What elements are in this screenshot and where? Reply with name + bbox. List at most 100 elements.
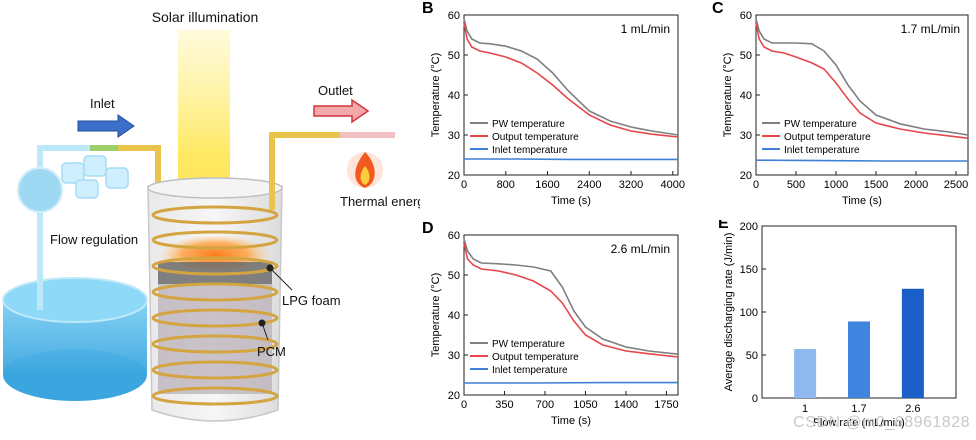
x-tick-label: 0	[753, 179, 759, 191]
y-tick-label: 40	[448, 310, 460, 322]
legend-label: Output temperature	[784, 132, 871, 143]
y-tick-label: 30	[740, 130, 752, 142]
y-axis-label: Temperature (°C)	[430, 273, 442, 357]
x-tick-label: 350	[495, 399, 513, 411]
y-axis-label: Average discharging rate (J/min)	[723, 233, 735, 392]
x-tick-label: 2.6	[905, 403, 920, 415]
x-tick-label: 2000	[904, 179, 928, 191]
x-axis-label: Time (s)	[551, 195, 591, 207]
x-tick-label: 1400	[614, 399, 638, 411]
inlet-arrow-icon	[77, 114, 135, 138]
ice-cubes-icon	[61, 155, 129, 199]
panel-letter: D	[422, 220, 434, 237]
chart-c-1-7ml: C 20 30 40 50 60 0 500 1000 1500 2000 2500 Time (s) T…	[712, 0, 969, 207]
x-tick-label: 0	[461, 179, 467, 191]
series-line-pw-temperature	[755, 18, 969, 136]
legend-label: PW temperature	[784, 119, 857, 130]
solar-illumination-label: Solar illumination	[152, 9, 259, 25]
y-tick-label: 0	[752, 393, 758, 405]
system-illustration: Solar illumination Flow regulation Inlet	[2, 9, 420, 422]
y-tick-label: 20	[740, 170, 752, 182]
inlet-label: Inlet	[90, 96, 115, 111]
flame-icon	[347, 152, 383, 188]
y-tick-label: 60	[448, 230, 460, 242]
series-line-output-temperature	[463, 22, 679, 138]
pcm-callout-dot	[258, 319, 266, 327]
y-tick-label: 20	[448, 390, 460, 402]
legend-label: PW temperature	[492, 119, 565, 130]
x-axis-label: Flow rate (mL/min)	[813, 417, 905, 429]
lpg-foam-label: LPG foam	[282, 293, 341, 308]
legend-label: PW temperature	[492, 339, 565, 350]
y-tick-label: 30	[448, 350, 460, 362]
flow-rate-annotation: 2.6 mL/min	[611, 242, 670, 256]
x-tick-label: 800	[497, 179, 515, 191]
y-axis-label: Temperature (°C)	[430, 53, 442, 137]
series-line-inlet-temperature	[755, 159, 968, 162]
x-axis-label: Time (s)	[551, 415, 591, 427]
outlet-arrow-icon	[313, 98, 370, 124]
watermark: CSDN @m0_68961828	[793, 414, 970, 431]
legend-label: Inlet temperature	[492, 365, 568, 376]
thermal-energy-label: Thermal energy	[340, 194, 420, 209]
series-line-pw-temperature	[463, 238, 679, 355]
flow-regulator-bulb	[17, 167, 63, 213]
y-tick-label: 50	[448, 270, 460, 282]
y-tick-label: 40	[740, 90, 752, 102]
panel-letter: E	[718, 220, 729, 232]
x-tick-label: 1750	[654, 399, 678, 411]
x-tick-label: 4000	[661, 179, 685, 191]
flow-rate-annotation: 1 mL/min	[621, 22, 670, 36]
bar-flow-1	[794, 348, 817, 398]
y-tick-label: 60	[448, 10, 460, 22]
x-tick-label: 1.7	[851, 403, 866, 415]
x-tick-label: 2500	[944, 179, 968, 191]
x-tick-label: 0	[461, 399, 467, 411]
y-tick-label: 20	[448, 170, 460, 182]
x-tick-label: 2400	[577, 179, 601, 191]
x-axis-label: Time (s)	[842, 195, 882, 207]
x-tick-label: 1	[802, 403, 808, 415]
chart-b-1ml: B 20 30 40 50 60 0 800 1600 2400 3200 4000 Time (s) T…	[422, 0, 685, 207]
y-tick-label: 30	[448, 130, 460, 142]
pcm-label: PCM	[257, 344, 286, 359]
y-tick-label: 200	[740, 221, 758, 233]
y-tick-label: 50	[448, 50, 460, 62]
chart-d-2-6ml: D 20 30 40 50 60 0 350 700 1050 1400 1750 Time (s) Te…	[422, 220, 679, 427]
legend-label: Output temperature	[492, 352, 579, 363]
y-tick-label: 150	[740, 264, 758, 276]
copper-coil	[151, 205, 279, 406]
series-line-pw-temperature	[463, 18, 679, 136]
panel-letter: C	[712, 0, 724, 17]
flow-regulation-label: Flow regulation	[50, 232, 138, 247]
x-tick-label: 1050	[573, 399, 597, 411]
legend-label: Inlet temperature	[784, 145, 860, 156]
legend-label: Output temperature	[492, 132, 579, 143]
x-tick-label: 1000	[824, 179, 848, 191]
lpg-callout-line	[269, 267, 293, 291]
y-tick-label: 60	[740, 10, 752, 22]
x-tick-label: 1500	[864, 179, 888, 191]
flow-rate-annotation: 1.7 mL/min	[901, 22, 960, 36]
y-tick-label: 50	[746, 350, 758, 362]
outlet-tube	[269, 132, 340, 210]
y-axis-label: Temperature (°C)	[722, 53, 734, 137]
series-line-output-temperature	[755, 22, 969, 139]
x-tick-label: 700	[536, 399, 554, 411]
x-tick-label: 500	[787, 179, 805, 191]
legend-label: Inlet temperature	[492, 145, 568, 156]
outlet-label: Outlet	[318, 83, 353, 98]
x-tick-label: 3200	[619, 179, 643, 191]
panel-letter: B	[422, 0, 434, 17]
inlet-tube	[37, 145, 90, 310]
y-tick-label: 40	[448, 90, 460, 102]
x-tick-label: 1600	[535, 179, 559, 191]
bar-flow-1-7	[848, 321, 870, 398]
bar-flow-2-6	[901, 288, 924, 398]
y-tick-label: 100	[740, 307, 758, 319]
series-line-output-temperature	[463, 242, 679, 358]
y-tick-label: 50	[740, 50, 752, 62]
water-basin	[2, 277, 148, 401]
lpg-callout-dot	[266, 264, 274, 272]
